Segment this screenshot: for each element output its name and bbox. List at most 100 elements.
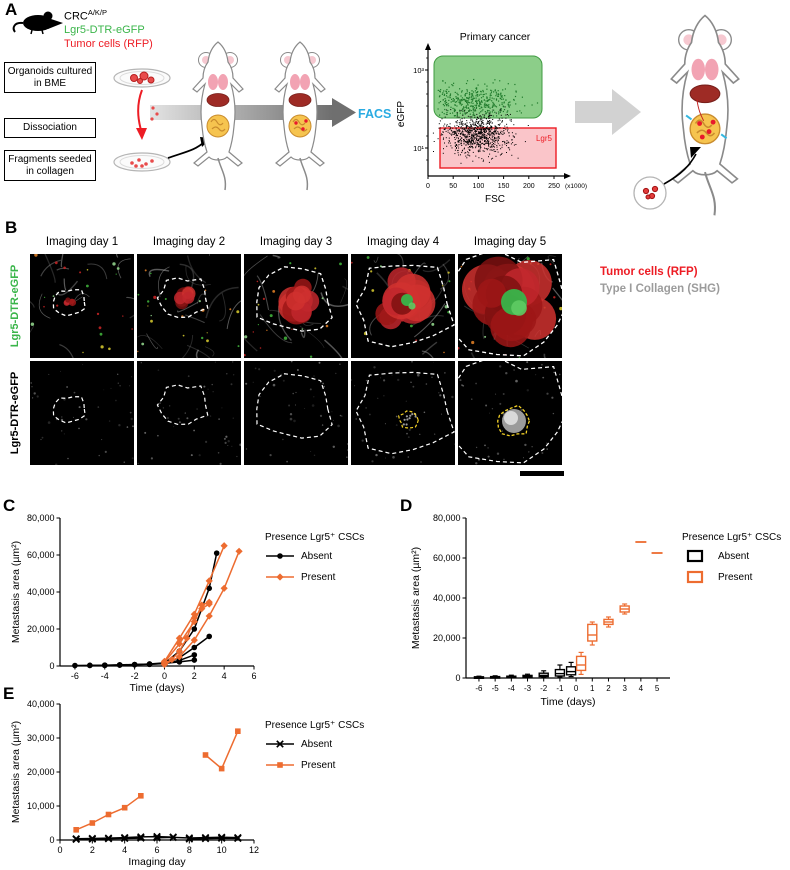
svg-text:20,000: 20,000 <box>27 767 55 777</box>
svg-text:200: 200 <box>523 183 535 190</box>
svg-text:Time (days): Time (days) <box>540 696 595 708</box>
svg-text:10,000: 10,000 <box>27 801 55 811</box>
svg-text:-3: -3 <box>524 684 532 693</box>
svg-text:30,000: 30,000 <box>27 733 55 743</box>
svg-text:2: 2 <box>192 671 197 681</box>
svg-text:-2: -2 <box>540 684 548 693</box>
reporter-name: Lgr5-DTR-eGFP <box>64 24 145 37</box>
svg-text:6: 6 <box>154 845 159 855</box>
svg-text:Time (days): Time (days) <box>129 682 184 694</box>
svg-text:40,000: 40,000 <box>433 593 461 603</box>
panel-c-legend: Presence Lgr5⁺ CSCs Absent Present <box>265 532 400 591</box>
svg-text:0: 0 <box>57 845 62 855</box>
svg-text:10¹: 10¹ <box>413 144 424 153</box>
svg-text:12: 12 <box>249 845 259 855</box>
svg-text:4: 4 <box>639 684 644 693</box>
legend-tumor-cells: Tumor cells (RFP) <box>600 266 698 278</box>
svg-text:Imaging day: Imaging day <box>128 856 186 868</box>
svg-text:10: 10 <box>217 845 227 855</box>
svg-text:150: 150 <box>498 183 510 190</box>
svg-text:0: 0 <box>49 661 54 671</box>
metastasis-dish <box>633 147 701 210</box>
svg-text:4: 4 <box>222 671 227 681</box>
panel-c-chart: -6 -4 -2 0 2 4 6 0 20,000 40,000 60,000 80,000 Time … <box>10 513 257 694</box>
svg-text:250: 250 <box>548 183 560 190</box>
svg-text:-4: -4 <box>508 684 516 693</box>
svg-text:80,000: 80,000 <box>433 513 461 523</box>
svg-text:Metastasis area (µm²): Metastasis area (µm²) <box>10 541 22 643</box>
panel-e-label: E <box>3 684 15 703</box>
legend-title: Presence Lgr5⁺ CSCs <box>265 720 365 731</box>
svg-text:Metastasis area (µm²): Metastasis area (µm²) <box>410 547 422 649</box>
svg-text:-5: -5 <box>492 684 500 693</box>
legend-item-present: Present <box>265 758 400 772</box>
micrograph-merged-day5 <box>458 254 562 358</box>
svg-text:-4: -4 <box>101 671 109 681</box>
micrograph-merged-day3 <box>244 254 348 358</box>
panel-c-label: C <box>3 496 16 515</box>
column-header-day5: Imaging day 5 <box>473 236 547 248</box>
step-dissociation: Dissociation <box>4 118 96 138</box>
fragments-dish <box>113 152 171 172</box>
scale-bar <box>520 471 564 476</box>
svg-text:-6: -6 <box>71 671 79 681</box>
svg-text:0: 0 <box>162 671 167 681</box>
step-organoids: Organoids cultured in BME <box>4 62 96 93</box>
mouse-icon <box>12 11 63 35</box>
svg-text:60,000: 60,000 <box>27 550 55 560</box>
svg-text:Primary cancer: Primary cancer <box>460 31 531 43</box>
micrograph-merged-day4 <box>351 254 455 358</box>
svg-text:8: 8 <box>187 845 192 855</box>
micrograph-merged-day1 <box>30 254 134 358</box>
legend-item-absent: Absent <box>265 737 400 751</box>
svg-text:0: 0 <box>49 835 54 845</box>
svg-text:-2: -2 <box>131 671 139 681</box>
svg-text:60,000: 60,000 <box>433 553 461 563</box>
mouse-tumor <box>274 41 326 191</box>
panel-a-schematic: FACS Primary cancer eGFP FSC 0 50 100 150 200 25… <box>12 11 740 217</box>
svg-text:10³: 10³ <box>413 66 424 75</box>
svg-text:0: 0 <box>574 684 579 693</box>
legend-title: Presence Lgr5⁺ CSCs <box>265 532 365 543</box>
svg-text:40,000: 40,000 <box>27 699 55 709</box>
legend-title: Presence Lgr5⁺ CSCs <box>682 532 782 543</box>
svg-text:0: 0 <box>455 673 460 683</box>
recipient-mouse <box>670 14 740 217</box>
panel-d-label: D <box>400 496 413 515</box>
svg-text:1: 1 <box>590 684 595 693</box>
dissociation-arrow <box>136 89 159 140</box>
legend-item-present: Present <box>682 570 790 584</box>
row-label-merged: Lgr5-DTR-eGFP <box>9 264 21 348</box>
mouse-day0 <box>192 41 244 191</box>
strain-name: CRCA/K/P <box>64 8 108 23</box>
svg-text:20,000: 20,000 <box>27 624 55 634</box>
svg-text:50: 50 <box>449 183 457 190</box>
workflow-arrow <box>150 98 356 127</box>
svg-text:(x1000): (x1000) <box>565 183 587 190</box>
mouse-model-labels: CRCA/K/P Lgr5-DTR-eGFP Tumor cells (RFP) <box>64 6 153 51</box>
micrograph-egfp-day5 <box>458 361 562 465</box>
svg-text:100: 100 <box>473 183 485 190</box>
panel-e-chart: 0 2 4 6 8 10 12 0 10,000 20,000 30,000 40,000 Imagin… <box>10 699 259 868</box>
panel-d-chart: -6 -5 -4 -3 -2 -1 0 1 2 3 4 5 0 20,000 40,000 60,000 80,… <box>410 513 670 708</box>
svg-text:40,000: 40,000 <box>27 587 55 597</box>
micrograph-egfp-day2 <box>137 361 241 465</box>
svg-text:Metastasis area (µm²): Metastasis area (µm²) <box>10 721 22 823</box>
svg-text:3: 3 <box>622 684 627 693</box>
column-header-day3: Imaging day 3 <box>259 236 333 248</box>
micrograph-egfp-day4 <box>351 361 455 465</box>
column-header-day4: Imaging day 4 <box>366 236 440 248</box>
svg-text:-1: -1 <box>556 684 564 693</box>
panel-e-legend: Presence Lgr5⁺ CSCs Absent Present <box>265 720 400 779</box>
panel-d-legend: Presence Lgr5⁺ CSCs Absent Present <box>682 532 790 591</box>
micrograph-merged-day2 <box>137 254 241 358</box>
organoid-dish <box>113 68 171 88</box>
facs-arrow-label: FACS <box>358 107 391 121</box>
facs-plot: Primary cancer eGFP FSC 0 50 100 150 200 250 (x10… <box>396 31 587 205</box>
svg-text:2: 2 <box>606 684 611 693</box>
svg-text:20,000: 20,000 <box>433 633 461 643</box>
legend-item-absent: Absent <box>265 549 400 563</box>
micrograph-egfp-day3 <box>244 361 348 465</box>
panel-b-label: B <box>5 218 18 237</box>
micrograph-egfp-day1 <box>30 361 134 465</box>
